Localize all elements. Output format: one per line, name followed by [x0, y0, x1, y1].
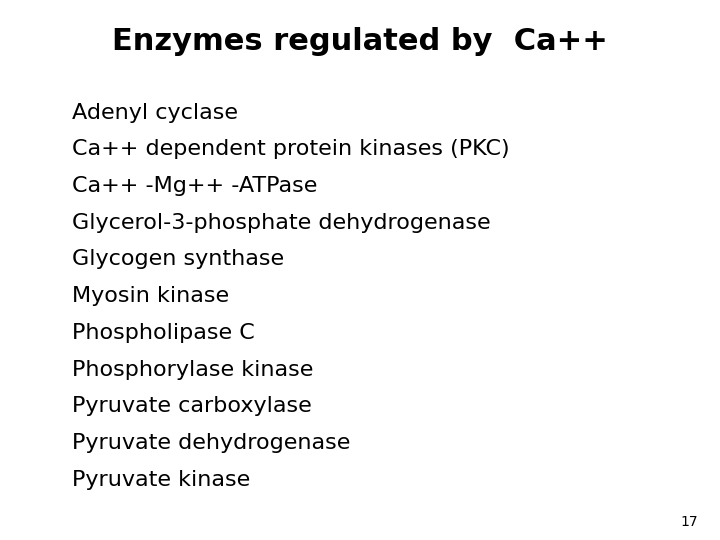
Text: Myosin kinase: Myosin kinase — [72, 286, 229, 306]
Text: Ca++ dependent protein kinases (PKC): Ca++ dependent protein kinases (PKC) — [72, 139, 510, 159]
Text: Phosphorylase kinase: Phosphorylase kinase — [72, 360, 313, 380]
Text: Pyruvate carboxylase: Pyruvate carboxylase — [72, 396, 312, 416]
Text: Pyruvate kinase: Pyruvate kinase — [72, 470, 251, 490]
Text: Glycerol-3-phosphate dehydrogenase: Glycerol-3-phosphate dehydrogenase — [72, 213, 490, 233]
Text: Glycogen synthase: Glycogen synthase — [72, 249, 284, 269]
Text: Pyruvate dehydrogenase: Pyruvate dehydrogenase — [72, 433, 351, 453]
Text: Adenyl cyclase: Adenyl cyclase — [72, 103, 238, 123]
Text: Enzymes regulated by  Ca++: Enzymes regulated by Ca++ — [112, 27, 608, 56]
Text: 17: 17 — [681, 515, 698, 529]
Text: Ca++ -Mg++ -ATPase: Ca++ -Mg++ -ATPase — [72, 176, 318, 196]
Text: Phospholipase C: Phospholipase C — [72, 323, 255, 343]
